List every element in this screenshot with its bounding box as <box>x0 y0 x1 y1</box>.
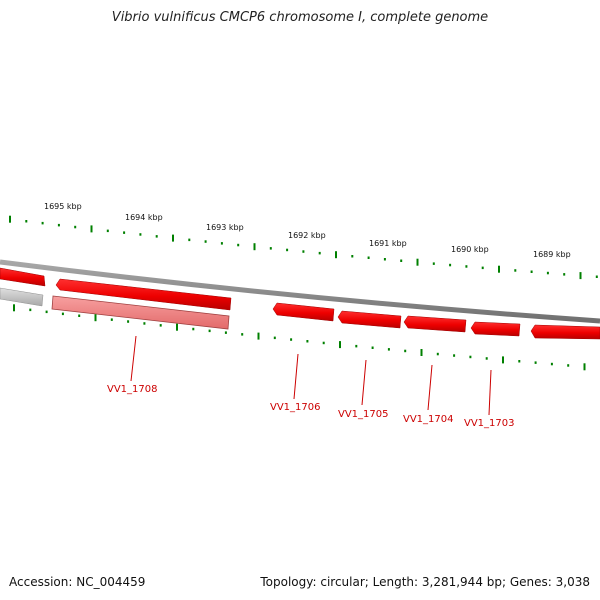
gene-label-vv1-1703[interactable]: VV1_1703 <box>464 418 515 429</box>
gene-label-vv1-1705[interactable]: VV1_1705 <box>338 409 389 420</box>
selected-gene-bar[interactable] <box>51 295 230 330</box>
chromosome-backbone <box>0 259 600 324</box>
scale-labels: 1695 kbp 1694 kbp 1693 kbp 1692 kbp 1691… <box>44 202 571 259</box>
callout-line <box>361 359 367 406</box>
gene-arrow[interactable] <box>530 324 600 340</box>
gene-arrow[interactable] <box>272 302 335 322</box>
accession-text: Accession: NC_004459 <box>9 575 146 589</box>
callout-line <box>427 364 433 411</box>
kbp-label-1693: 1693 kbp <box>206 223 244 232</box>
gene-label-vv1-1706[interactable]: VV1_1706 <box>270 402 321 413</box>
inner-gene-track[interactable] <box>0 287 230 330</box>
gene-arrow[interactable] <box>55 278 232 311</box>
pseudogene-bar[interactable] <box>0 287 44 307</box>
callout-line <box>293 353 299 400</box>
kbp-label-1691: 1691 kbp <box>369 239 407 248</box>
kbp-label-1690: 1690 kbp <box>451 245 489 254</box>
outer-gene-track[interactable] <box>0 267 600 340</box>
outer-tick-ring <box>9 215 598 280</box>
callout-line <box>488 369 492 416</box>
inner-tick-ring <box>13 304 586 371</box>
gene-labels: VV1_1708 VV1_1706 VV1_1705 VV1_1704 VV1_… <box>107 384 515 429</box>
kbp-label-1692: 1692 kbp <box>288 231 326 240</box>
gene-arrow[interactable] <box>403 315 467 333</box>
kbp-label-1689: 1689 kbp <box>533 250 571 259</box>
topology-summary: Topology: circular; Length: 3,281,944 bp… <box>260 575 590 589</box>
map-title: Vibrio vulnificus CMCP6 chromosome I, co… <box>111 10 489 25</box>
gene-arrow[interactable] <box>0 267 46 287</box>
gene-label-vv1-1708[interactable]: VV1_1708 <box>107 384 158 395</box>
callout-line <box>130 335 137 382</box>
gene-label-lines <box>130 335 492 416</box>
gene-label-vv1-1704[interactable]: VV1_1704 <box>403 414 454 425</box>
gene-arrow[interactable] <box>337 310 402 329</box>
kbp-label-1694: 1694 kbp <box>125 213 163 222</box>
gene-arrow[interactable] <box>470 321 521 337</box>
kbp-label-1695: 1695 kbp <box>44 202 82 211</box>
